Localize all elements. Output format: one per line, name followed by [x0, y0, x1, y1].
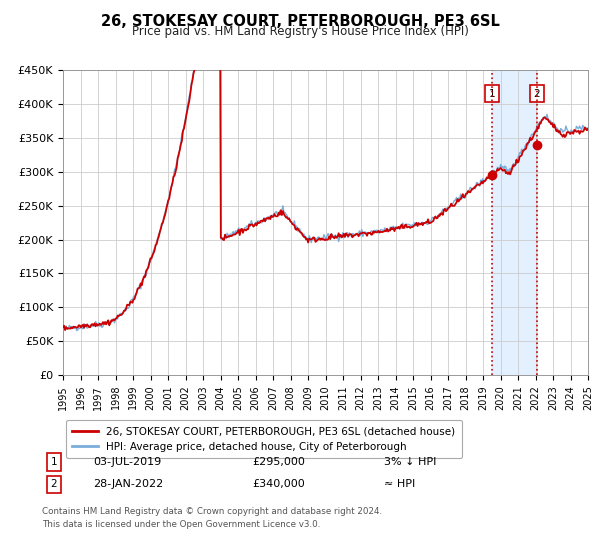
Text: ≈ HPI: ≈ HPI — [384, 479, 415, 489]
Text: 28-JAN-2022: 28-JAN-2022 — [93, 479, 163, 489]
Text: £340,000: £340,000 — [252, 479, 305, 489]
Text: £295,000: £295,000 — [252, 457, 305, 467]
Text: 3% ↓ HPI: 3% ↓ HPI — [384, 457, 436, 467]
Legend: 26, STOKESAY COURT, PETERBOROUGH, PE3 6SL (detached house), HPI: Average price, : 26, STOKESAY COURT, PETERBOROUGH, PE3 6S… — [65, 420, 461, 458]
Text: This data is licensed under the Open Government Licence v3.0.: This data is licensed under the Open Gov… — [42, 520, 320, 529]
Text: 2: 2 — [533, 88, 540, 99]
Text: 03-JUL-2019: 03-JUL-2019 — [93, 457, 161, 467]
Text: 2: 2 — [50, 479, 58, 489]
Text: Contains HM Land Registry data © Crown copyright and database right 2024.: Contains HM Land Registry data © Crown c… — [42, 507, 382, 516]
Text: 1: 1 — [488, 88, 495, 99]
Bar — [492, 70, 537, 375]
Text: 1: 1 — [50, 457, 58, 467]
Text: Price paid vs. HM Land Registry's House Price Index (HPI): Price paid vs. HM Land Registry's House … — [131, 25, 469, 38]
Text: 26, STOKESAY COURT, PETERBOROUGH, PE3 6SL: 26, STOKESAY COURT, PETERBOROUGH, PE3 6S… — [101, 14, 499, 29]
